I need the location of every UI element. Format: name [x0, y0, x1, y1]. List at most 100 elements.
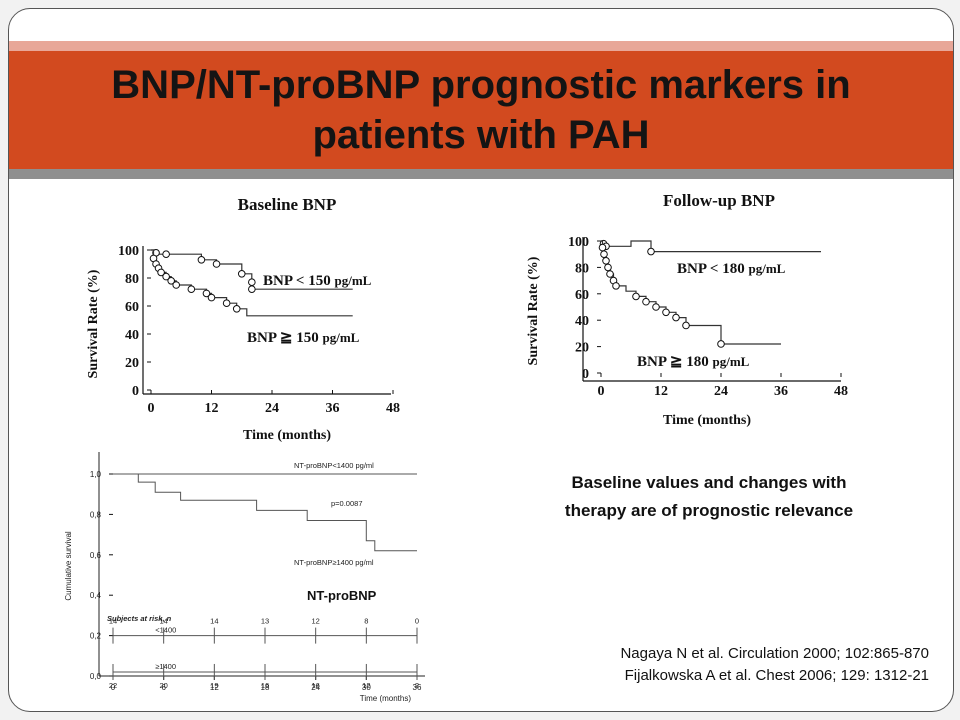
censor-marker — [600, 250, 608, 258]
risk-count: 14 — [159, 617, 167, 626]
x-tick-label: 30 — [362, 683, 371, 692]
reference-1: Nagaya N et al. Circulation 2000; 102:86… — [620, 645, 929, 662]
y-tick-label: 0 — [132, 384, 139, 399]
y-tick-label: 40 — [125, 328, 139, 343]
censor-marker — [672, 313, 680, 322]
x-tick-label: 48 — [834, 384, 848, 399]
y-axis-label: Cumulative survival — [64, 531, 73, 601]
title-shadow-band — [9, 169, 953, 179]
slide-title-line-1: BNP/NT-proBNP prognostic markers in — [111, 63, 851, 107]
y-tick-labels: 0,0 0,2 0,4 0,6 0,8 1,0 — [90, 470, 113, 681]
x-tick-label: 18 — [261, 683, 270, 692]
takeaway-line-1: Baseline values and changes with — [571, 473, 847, 492]
takeaway-line-2: therapy are of prognostic relevance — [564, 501, 854, 520]
x-tick-label: 0 — [111, 683, 116, 692]
risk-count: 12 — [362, 681, 370, 690]
risk-row-label: ≥1400 — [155, 662, 176, 671]
x-tick-label: 36 — [326, 401, 340, 416]
censor-marker — [167, 277, 175, 285]
censor-marker — [652, 303, 660, 311]
series-label-low-ntprobnp: NT-proBNP<1400 pg/ml — [294, 461, 374, 470]
series-label-low-bnp-main: BNP < 150 — [263, 273, 331, 289]
y-tick-label: 40 — [575, 314, 589, 329]
x-tick-label: 12 — [205, 401, 219, 416]
y-tick-label: 0 — [582, 367, 589, 382]
y-tick-label: 0,8 — [90, 510, 102, 519]
risk-count: 16 — [261, 681, 269, 690]
censor-marker — [647, 247, 655, 256]
slide: BNP/NT-proBNP prognostic markers in pati… — [8, 8, 954, 712]
censor-marker — [642, 297, 650, 306]
y-tick-label: 0,2 — [90, 632, 102, 641]
y-tick-label: 20 — [575, 341, 589, 356]
y-tick-label: 1,0 — [90, 470, 102, 479]
y-tick-labels: 100 80 60 40 20 0 — [568, 235, 601, 382]
censor-marker — [248, 285, 256, 293]
x-axis-label: Time (months) — [663, 413, 751, 428]
risk-count: 19 — [210, 681, 218, 690]
risk-table-title: Subjects at risk, n — [107, 614, 172, 623]
censor-marker — [222, 299, 231, 307]
x-tick-label: 36 — [774, 384, 788, 399]
risk-count: 0 — [415, 617, 419, 626]
censor-marker — [162, 272, 170, 281]
series-label-high-bnp: BNP ≧ 150 pg/mL — [247, 330, 360, 346]
series-label-high-bnp: BNP ≧ 180 pg/mL — [637, 354, 750, 370]
slide-title-line-2: patients with PAH — [312, 113, 650, 157]
censor-marker — [197, 256, 206, 264]
x-axis-label: Time (months) — [360, 694, 412, 703]
series-label-low-bnp: BNP < 180 pg/mL — [677, 261, 786, 277]
chart-title: Baseline BNP — [238, 195, 337, 214]
censor-marker — [717, 340, 725, 348]
censor-marker — [162, 250, 170, 258]
y-tick-label: 100 — [118, 244, 139, 259]
x-tick-label: 24 — [311, 683, 320, 692]
y-axis-label: Survival Rate (%) — [86, 269, 101, 378]
y-tick-labels: 100 80 60 40 20 0 — [118, 244, 151, 399]
censor-marker — [237, 270, 246, 278]
y-tick-label: 0,4 — [90, 591, 102, 600]
x-tick-label: 6 — [161, 683, 166, 692]
x-tick-label: 24 — [265, 401, 279, 416]
x-tick-labels: 0 12 24 36 48 — [148, 390, 400, 416]
series-label-low-bnp-unit: pg/mL — [334, 273, 371, 288]
x-tick-label: 0 — [148, 401, 155, 416]
follow-up-bnp-chart: Follow-up BNP 100 80 60 40 20 0 0 12 24 36 48 Tim… — [526, 191, 848, 428]
survival-curve-2 — [113, 473, 417, 552]
x-tick-label: 24 — [714, 384, 728, 399]
title-accent-band — [9, 41, 953, 51]
series-label-high-ntprobnp: NT-proBNP≥1400 pg/ml — [294, 558, 374, 567]
censor-marker — [602, 257, 610, 265]
title-bar: BNP/NT-proBNP prognostic markers in pati… — [9, 51, 953, 169]
series-label-high-bnp-main: BNP ≧ 180 — [637, 354, 709, 370]
p-value: p=0.0087 — [331, 499, 363, 508]
risk-count: 16 — [311, 681, 319, 690]
y-tick-label: 60 — [125, 300, 139, 315]
y-tick-label: 80 — [575, 261, 589, 276]
risk-count: 2 — [415, 681, 419, 690]
survival-curve-1 — [601, 240, 821, 253]
risk-count: 20 — [159, 681, 167, 690]
takeaway-text: Baseline values and changes with therapy… — [514, 469, 904, 525]
censor-marker — [212, 260, 221, 268]
y-tick-label: 100 — [568, 235, 589, 250]
risk-count: 14 — [109, 617, 117, 626]
chart-caption: NT-proBNP — [307, 588, 377, 603]
censor-marker — [632, 292, 640, 301]
y-tick-label: 60 — [575, 288, 589, 303]
chart-title: Follow-up BNP — [663, 191, 775, 210]
risk-count: 13 — [261, 617, 269, 626]
nt-probnp-chart: 0,0 0,2 0,4 0,6 0,8 1,0 0 6 12 18 24 30 36 Time (mo… — [64, 452, 425, 703]
x-tick-labels: 0 12 24 36 48 — [598, 373, 848, 399]
survival-curves — [598, 239, 821, 348]
survival-curves — [149, 249, 353, 317]
y-tick-label: 20 — [125, 356, 139, 371]
x-tick-label: 36 — [413, 683, 422, 692]
references: Nagaya N et al. Circulation 2000; 102:86… — [529, 643, 929, 687]
risk-row-label: <1400 — [155, 626, 176, 635]
censor-marker — [187, 285, 196, 293]
censor-marker — [232, 305, 241, 313]
reference-2: Fijalkowska A et al. Chest 2006; 129: 13… — [624, 667, 929, 684]
series-label-high-bnp-main: BNP ≧ 150 — [247, 330, 319, 346]
